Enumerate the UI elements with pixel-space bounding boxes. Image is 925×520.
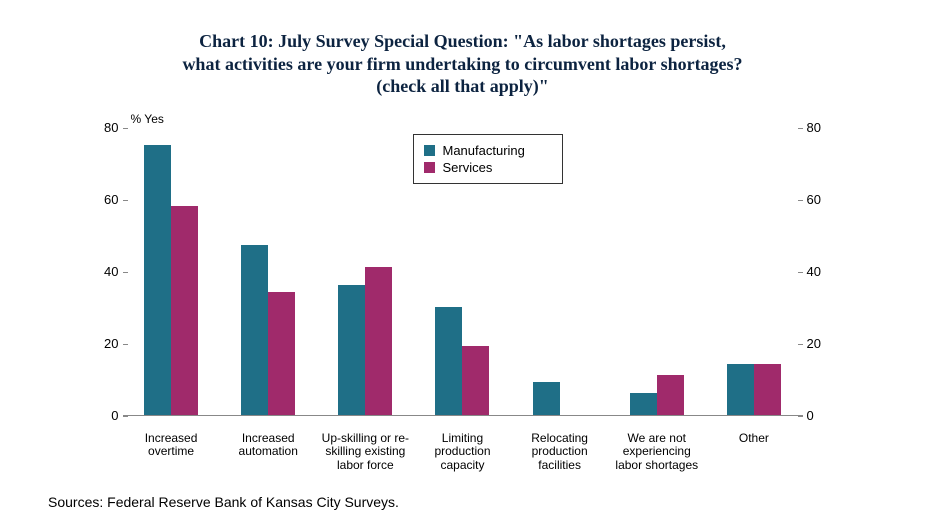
bar bbox=[630, 393, 657, 415]
x-axis-label: Limiting production capacity bbox=[414, 428, 511, 473]
x-axis-label: Relocating production facilities bbox=[511, 428, 608, 473]
bar bbox=[241, 245, 268, 414]
bar-group bbox=[608, 375, 705, 415]
x-axis-label: Increased overtime bbox=[123, 428, 220, 473]
bar bbox=[435, 307, 462, 415]
bar-group bbox=[220, 245, 317, 414]
chart-container: Chart 10: July Survey Special Question: … bbox=[0, 0, 925, 520]
bar-group bbox=[317, 267, 414, 415]
y-tick-left: 20 bbox=[95, 336, 119, 351]
y-tick-right: 20 bbox=[807, 336, 831, 351]
bar bbox=[754, 364, 781, 414]
bar-group bbox=[705, 364, 802, 414]
y-tickmark-left bbox=[123, 128, 128, 129]
x-axis-labels: Increased overtimeIncreased automationUp… bbox=[123, 428, 803, 473]
y-tickmark-right bbox=[798, 200, 803, 201]
chart-area: % Yes ManufacturingServices Increased ov… bbox=[83, 116, 843, 416]
x-axis-label: We are not experiencing labor shortages bbox=[608, 428, 705, 473]
y-tickmark-right bbox=[798, 344, 803, 345]
plot-area: ManufacturingServices bbox=[123, 128, 803, 416]
bar bbox=[727, 364, 754, 414]
y-tick-left: 40 bbox=[95, 264, 119, 279]
bar-group bbox=[511, 382, 608, 414]
y-tick-right: 60 bbox=[807, 192, 831, 207]
x-axis-label: Increased automation bbox=[220, 428, 317, 473]
y-tick-right: 0 bbox=[807, 408, 831, 423]
y-tickmark-right bbox=[798, 416, 803, 417]
y-tickmark-left bbox=[123, 416, 128, 417]
y-tick-right: 40 bbox=[807, 264, 831, 279]
bar bbox=[462, 346, 489, 414]
chart-title: Chart 10: July Survey Special Question: … bbox=[73, 30, 853, 98]
y-tick-left: 60 bbox=[95, 192, 119, 207]
bar bbox=[268, 292, 295, 414]
y-tick-right: 80 bbox=[807, 120, 831, 135]
bar bbox=[144, 145, 171, 415]
bar bbox=[533, 382, 560, 414]
y-tickmark-left bbox=[123, 200, 128, 201]
bar bbox=[338, 285, 365, 415]
y-tickmark-right bbox=[798, 128, 803, 129]
y-tickmark-right bbox=[798, 272, 803, 273]
bar bbox=[365, 267, 392, 415]
bars-row bbox=[123, 128, 803, 415]
y-tickmark-left bbox=[123, 344, 128, 345]
y-axis-label: % Yes bbox=[131, 112, 164, 126]
y-tickmark-left bbox=[123, 272, 128, 273]
bar-group bbox=[123, 145, 220, 415]
x-axis-label: Other bbox=[705, 428, 802, 473]
bar bbox=[657, 375, 684, 415]
bar-group bbox=[414, 307, 511, 415]
x-axis-label: Up-skilling or re-skilling existing labo… bbox=[317, 428, 414, 473]
y-tick-left: 80 bbox=[95, 120, 119, 135]
y-tick-left: 0 bbox=[95, 408, 119, 423]
bar bbox=[171, 206, 198, 415]
source-citation: Sources: Federal Reserve Bank of Kansas … bbox=[48, 494, 885, 510]
